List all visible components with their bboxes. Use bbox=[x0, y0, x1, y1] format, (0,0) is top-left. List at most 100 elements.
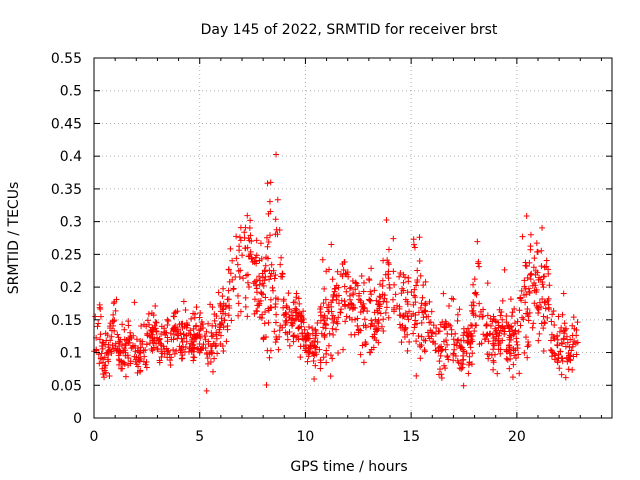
data-point bbox=[272, 216, 279, 223]
data-point bbox=[362, 339, 369, 346]
data-point bbox=[349, 278, 356, 285]
data-point bbox=[489, 331, 496, 338]
data-point bbox=[283, 302, 290, 309]
data-point bbox=[320, 354, 327, 361]
data-point bbox=[458, 360, 465, 367]
data-point bbox=[412, 312, 419, 319]
data-point bbox=[187, 331, 194, 338]
data-point bbox=[203, 387, 210, 394]
data-point bbox=[244, 313, 251, 320]
data-point bbox=[313, 344, 320, 351]
data-point bbox=[112, 345, 119, 352]
data-point bbox=[320, 300, 327, 307]
y-tick-label: 0.55 bbox=[51, 51, 82, 67]
data-point bbox=[536, 274, 543, 281]
data-point bbox=[110, 311, 117, 318]
data-point bbox=[196, 340, 203, 347]
data-point bbox=[97, 331, 104, 338]
data-point bbox=[463, 350, 470, 357]
data-point bbox=[410, 236, 417, 243]
data-point bbox=[484, 312, 491, 319]
data-point bbox=[509, 309, 516, 316]
data-point bbox=[319, 256, 326, 263]
data-point bbox=[97, 355, 104, 362]
data-point bbox=[248, 238, 255, 245]
data-point bbox=[335, 314, 342, 321]
data-point bbox=[322, 296, 329, 303]
data-point bbox=[290, 332, 297, 339]
data-point bbox=[317, 306, 324, 313]
data-point bbox=[253, 237, 260, 244]
data-point bbox=[540, 325, 547, 332]
data-point bbox=[454, 311, 461, 318]
data-point bbox=[268, 270, 275, 277]
data-point bbox=[369, 333, 376, 340]
data-point bbox=[397, 270, 404, 277]
data-point bbox=[264, 347, 271, 354]
data-point bbox=[470, 302, 477, 309]
data-point bbox=[143, 364, 150, 371]
data-point bbox=[204, 349, 211, 356]
data-point bbox=[367, 323, 374, 330]
data-point bbox=[193, 334, 200, 341]
data-point bbox=[280, 297, 287, 304]
data-point bbox=[339, 260, 346, 267]
data-point bbox=[348, 331, 355, 338]
data-point bbox=[490, 366, 497, 373]
data-point bbox=[237, 267, 244, 274]
data-point bbox=[239, 252, 246, 259]
data-point bbox=[425, 313, 432, 320]
data-point bbox=[110, 318, 117, 325]
data-point bbox=[527, 243, 534, 250]
data-point bbox=[119, 321, 126, 328]
data-point bbox=[561, 327, 568, 334]
data-point bbox=[368, 265, 375, 272]
data-point bbox=[352, 286, 359, 293]
data-point bbox=[544, 297, 551, 304]
data-point bbox=[491, 351, 498, 358]
data-point bbox=[541, 319, 548, 326]
data-point bbox=[540, 348, 547, 355]
data-point bbox=[248, 255, 255, 262]
data-point bbox=[108, 327, 115, 334]
data-point bbox=[263, 381, 270, 388]
data-point bbox=[316, 346, 323, 353]
data-point bbox=[410, 301, 417, 308]
data-point bbox=[562, 374, 569, 381]
data-point bbox=[335, 300, 342, 307]
data-point bbox=[404, 312, 411, 319]
data-point bbox=[443, 337, 450, 344]
data-point bbox=[368, 317, 375, 324]
data-point bbox=[174, 328, 181, 335]
data-point bbox=[385, 314, 392, 321]
data-point bbox=[309, 339, 316, 346]
data-point bbox=[404, 289, 411, 296]
data-point bbox=[226, 278, 233, 285]
data-point bbox=[570, 314, 577, 321]
data-point bbox=[275, 346, 282, 353]
data-point bbox=[126, 336, 133, 343]
data-point bbox=[346, 285, 353, 292]
data-point bbox=[482, 336, 489, 343]
data-point bbox=[291, 317, 298, 324]
data-point bbox=[437, 366, 444, 373]
data-point bbox=[273, 151, 280, 158]
data-point bbox=[417, 304, 424, 311]
data-point bbox=[470, 307, 477, 314]
data-point bbox=[312, 362, 319, 369]
data-point bbox=[367, 288, 374, 295]
data-point bbox=[242, 245, 249, 252]
data-point bbox=[261, 268, 268, 275]
data-point bbox=[123, 337, 130, 344]
data-point bbox=[562, 343, 569, 350]
data-point bbox=[211, 317, 218, 324]
data-point bbox=[351, 305, 358, 312]
data-point bbox=[283, 317, 290, 324]
data-point bbox=[406, 338, 413, 345]
data-point bbox=[436, 344, 443, 351]
data-point bbox=[227, 245, 234, 252]
data-point bbox=[227, 270, 234, 277]
data-point bbox=[216, 329, 223, 336]
data-point bbox=[247, 217, 254, 224]
